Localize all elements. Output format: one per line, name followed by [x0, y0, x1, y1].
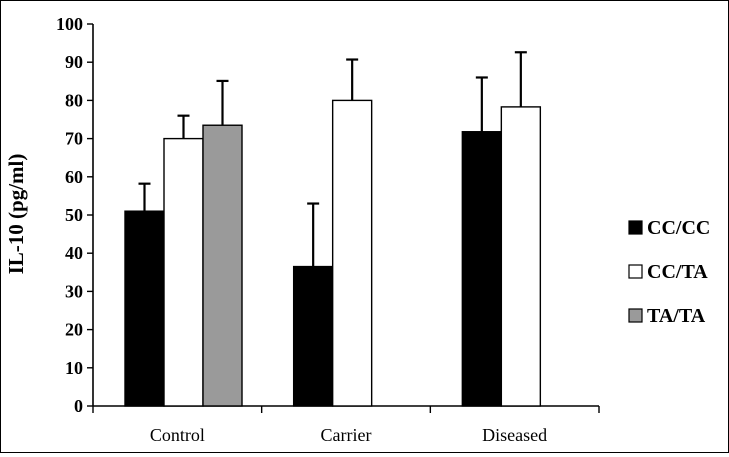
bar-cc-cc [124, 210, 165, 407]
bar-cc-cc [461, 131, 503, 407]
legend-label: TA/TA [647, 305, 706, 327]
y-tick-label: 50 [65, 205, 83, 225]
chart-bars [124, 99, 542, 407]
bar-cc-ta [331, 99, 373, 407]
legend: CC/CC CC/TA TA/TA [628, 217, 710, 327]
bar-cc-cc [292, 265, 334, 407]
x-category-label: Diseased [482, 425, 547, 445]
x-category-label: Control [150, 425, 205, 445]
legend-swatch [628, 308, 643, 323]
legend-label: CC/CC [647, 217, 710, 239]
bar-cc-ta [500, 106, 542, 407]
chart-tick-labels: 0 10 20 30 40 50 60 70 80 90 100 Control Carrier Dise… [56, 14, 547, 445]
bar-ta-ta [202, 124, 243, 407]
y-tick-label: 80 [65, 90, 83, 110]
y-tick-label: 70 [65, 129, 83, 149]
legend-label: CC/TA [647, 261, 708, 283]
legend-swatch [628, 220, 643, 235]
y-tick-label: 40 [65, 243, 83, 263]
y-tick-label: 60 [65, 167, 83, 187]
y-tick-label: 90 [65, 52, 83, 72]
bar-cc-ta [163, 137, 204, 407]
y-axis-label: IL-10 (pg/ml) [4, 154, 28, 275]
chart-error-bars [138, 51, 527, 267]
legend-swatch [628, 264, 643, 279]
y-tick-label: 0 [74, 396, 83, 416]
y-tick-label: 30 [65, 281, 83, 301]
x-category-label: Carrier [321, 425, 372, 445]
y-tick-label: 10 [65, 358, 83, 378]
y-tick-label: 100 [56, 14, 83, 34]
y-tick-label: 20 [65, 320, 83, 340]
